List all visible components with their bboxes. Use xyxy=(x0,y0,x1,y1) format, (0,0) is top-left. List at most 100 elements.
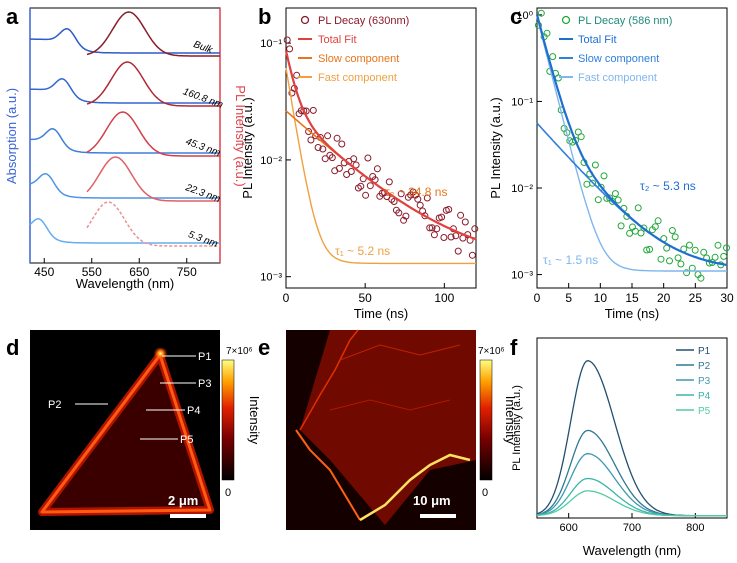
b-plot-data-point xyxy=(402,212,410,220)
b-plot-data-point xyxy=(366,182,374,190)
panel-e-colorbar-max: 7×10⁶ xyxy=(478,346,505,357)
b-plot-data-point xyxy=(305,128,313,135)
panel-a-frame xyxy=(29,7,221,264)
panel-c-tau-slow: τ₂ ~ 5.3 ns xyxy=(640,179,696,193)
b-plot-data-point xyxy=(335,164,343,172)
panel-e-colorbar xyxy=(479,359,493,481)
panel-f-legend: P1 P2 P3 P4 P5 xyxy=(676,346,711,417)
b-plot-data-point xyxy=(447,233,455,241)
flake-crack-1 xyxy=(339,344,461,361)
panel-a-xtick-label: 650 xyxy=(129,265,149,279)
b-plot-data-point xyxy=(324,132,332,140)
b-plot-ytick-label: 10⁻² xyxy=(260,155,282,167)
panel-c-ylabel: PL Intensity (a.u.) xyxy=(488,97,503,198)
panel-d-scalebar-label: 2 μm xyxy=(168,493,198,508)
c-plot-ytick-label: 10⁻¹ xyxy=(511,96,533,108)
b-plot-data-point xyxy=(454,247,462,255)
legend-label-p2: P2 xyxy=(698,361,711,372)
panel-f-xtick-label: 800 xyxy=(686,522,704,534)
b-plot-data-point xyxy=(457,211,465,219)
b-plot-data-point xyxy=(395,209,403,217)
absorption-curve xyxy=(30,28,220,54)
b-plot-data-point xyxy=(309,106,317,114)
c-plot-data-point xyxy=(654,217,662,225)
b-plot-data-point xyxy=(471,225,479,233)
panel-e-colorbar-min: 0 xyxy=(482,487,488,499)
panel-b-plot: 0 50 100 10⁻¹ 10⁻² 10⁻³ xyxy=(260,36,479,305)
b-plot-data-point xyxy=(326,151,334,159)
panel-a-ticks: 450 550 650 750 xyxy=(34,258,197,279)
label-p5: P5 xyxy=(180,434,193,446)
panel-a-xtick-label: 550 xyxy=(82,265,102,279)
c-plot-xtick-label: 5 xyxy=(565,291,572,305)
b-plot-data-point xyxy=(333,134,341,142)
panel-f-ylabel: PL Intensity (a.u.) xyxy=(511,385,523,471)
b-plot-data-point xyxy=(433,225,441,233)
panel-a-xlabel: Wavelength (nm) xyxy=(76,276,175,291)
panel-d-colorbar-min: 0 xyxy=(225,487,231,499)
b-plot-data-point xyxy=(300,107,308,115)
b-plot-data-point xyxy=(426,224,434,232)
panel-b-legend-slow: Slow component xyxy=(318,53,399,65)
c-plot-data-point xyxy=(643,246,651,254)
c-plot-xtick-label: 30 xyxy=(720,291,734,305)
b-plot-data-point xyxy=(438,213,446,221)
b-plot-xtick-label: 100 xyxy=(434,291,454,305)
c-plot-data-point xyxy=(591,161,599,169)
pl-curve xyxy=(86,11,220,57)
c-plot-data-point xyxy=(614,196,622,204)
b-plot-xtick-label: 0 xyxy=(283,291,290,305)
c-plot-data-point xyxy=(611,190,619,198)
c-plot-data-point xyxy=(723,244,730,252)
label-p2: P2 xyxy=(48,399,61,411)
c-plot-data-point xyxy=(674,254,682,262)
c-plot-xtick-label: 25 xyxy=(689,291,703,305)
spectrum-p2 xyxy=(536,429,727,517)
panel-label-d: d xyxy=(6,335,19,360)
absorption-curve xyxy=(30,128,220,154)
b-plot-data-point xyxy=(293,71,301,79)
c-plot-data-point xyxy=(714,241,722,249)
c-plot-data-point xyxy=(657,255,665,263)
panel-b-legend-data: PL Decay (630nm) xyxy=(318,15,409,27)
panel-label-b: b xyxy=(258,4,271,29)
b-plot-data-point xyxy=(364,154,372,162)
c-plot-data-point xyxy=(626,229,634,237)
legend-label-p1: P1 xyxy=(698,346,711,357)
panel-d-scalebar xyxy=(170,514,206,518)
c-plot-data-point xyxy=(666,257,673,265)
c-plot-xtick-label: 15 xyxy=(625,291,639,305)
c-plot-data-point xyxy=(577,133,585,141)
c-plot-xtick-label: 10 xyxy=(594,291,608,305)
b-plot-ytick-label: 10⁻¹ xyxy=(260,38,282,50)
c-plot-ytick-label: 10⁻³ xyxy=(511,270,533,282)
b-plot-data-point xyxy=(338,140,346,148)
b-plot-data-point xyxy=(347,168,355,175)
b-plot-data-point xyxy=(423,194,431,202)
b-plot-data-point xyxy=(314,144,322,151)
b-plot-ytick-label: 10⁻³ xyxy=(260,272,282,284)
legend-label-p5: P5 xyxy=(698,406,711,417)
c-plot-data-point xyxy=(549,53,557,61)
c-plot-data-point xyxy=(683,269,691,277)
panel-d-point-labels: P1 P2 P3 P4 P5 xyxy=(48,351,211,446)
flake-body xyxy=(300,330,476,525)
b-plot-data-point xyxy=(357,182,365,190)
pl-curve xyxy=(86,201,220,247)
b-plot-data-point xyxy=(400,216,408,224)
c-plot-data-point xyxy=(589,179,597,187)
panel-b-xlabel: Time (ns) xyxy=(354,306,408,321)
c-plot-data-point xyxy=(637,229,645,237)
b-plot-data-point xyxy=(445,206,453,213)
panel-a-ylabel-left: Absorption (a.u.) xyxy=(4,88,19,184)
c-plot-xtick-label: 20 xyxy=(657,291,671,305)
thickness-label: 5.3 nm xyxy=(187,229,219,250)
panel-e-colorbar-label: Intensity xyxy=(503,396,518,445)
absorption-curve xyxy=(30,78,220,104)
panel-e-scalebar-label: 10 μm xyxy=(413,493,451,508)
flake-hot-corner xyxy=(146,348,174,376)
c-plot-fast-component xyxy=(536,16,727,272)
